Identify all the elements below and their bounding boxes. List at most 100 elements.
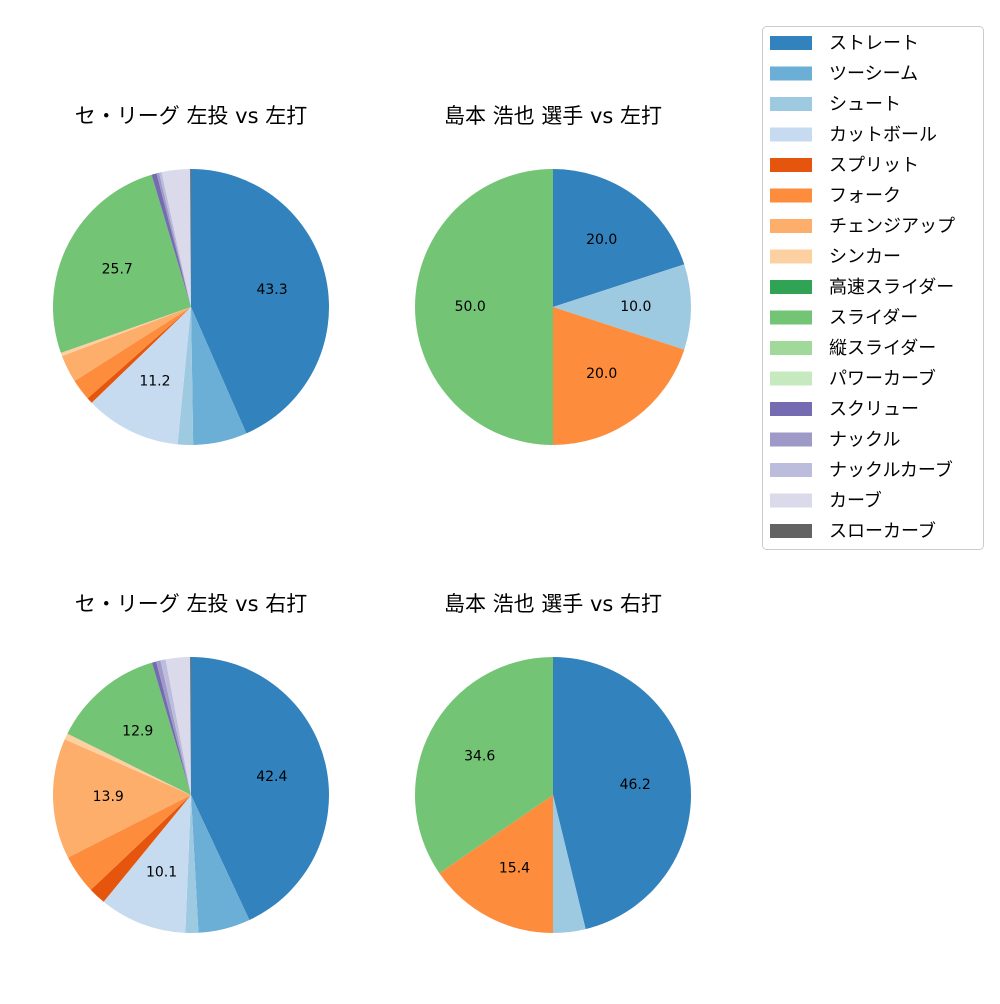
pie-slice [165,657,191,795]
legend-item: スクリュー [770,399,919,420]
pie-slice [191,169,329,434]
pie-slice [553,657,692,930]
pie-slice [191,657,330,921]
pie-slice [156,660,191,795]
legend-swatch [770,371,812,386]
legend-swatch [770,97,812,111]
legend-item: 高速スライダー [770,277,954,298]
legend-swatch [770,219,812,233]
pie-slice [87,307,191,403]
pie-slice [553,264,691,350]
pie-slice [64,733,191,795]
pie-chart-2: 島本 浩也 選手 vs 左打 20.0 10.0 20.0 50.0 [415,104,691,445]
pie-slice [156,172,191,307]
legend-item: シンカー [770,247,901,268]
pie-slice [161,169,191,307]
pie-slice [52,174,191,353]
pie-slice [62,307,191,381]
legend-label: ストレート [829,33,919,54]
legend-swatch [770,463,812,477]
slice-value-label: 50.0 [455,299,486,315]
legend-label: スライダー [829,308,918,329]
legend-item: スライダー [770,308,918,329]
legend-swatch [770,36,812,50]
legend-label: 縦スライダー [829,338,936,359]
slice-value-label: 25.7 [102,261,133,277]
slice-value-label: 10.1 [146,864,177,880]
pie-slice [191,307,247,445]
legend-frame [762,26,984,550]
pie-slice [74,307,191,399]
slice-value-label: 46.2 [620,777,651,793]
legend-label: パワーカーブ [829,368,936,390]
chart-title: セ・リーグ 左投 vs 右打 [75,592,307,616]
pie-slice [415,169,553,445]
slice-value-label: 15.4 [499,860,530,876]
pie-slice [67,662,191,795]
legend-item: スプリット [770,155,919,176]
pie-slice [103,795,191,933]
pie-slice [151,173,191,307]
slice-value-label: 13.9 [93,789,124,805]
slice-value-label: 10.0 [620,299,651,315]
legend-label: チェンジアップ [829,216,955,237]
legend-label: ツーシーム [829,64,918,85]
pie-slice [190,657,191,795]
legend-label: カーブ [829,490,882,512]
pie-slice [414,657,553,874]
slice-value-label: 43.3 [256,282,287,298]
legend-item: ツーシーム [770,64,918,85]
legend: ストレートツーシームシュートカットボールスプリットフォークチェンジアップシンカー… [762,26,984,550]
legend-item: スローカーブ [770,520,936,542]
pie-slice [439,795,553,933]
legend-swatch [770,524,812,538]
legend-label: ナックル [829,430,900,451]
legend-label: スローカーブ [829,520,936,542]
legend-item: カットボール [770,125,937,146]
legend-item: 縦スライダー [770,338,936,359]
legend-item: ストレート [770,33,919,54]
slice-value-label: 42.4 [256,769,287,785]
legend-label: カットボール [829,125,937,146]
pie-slice [159,172,191,307]
legend-label: スプリット [829,155,919,176]
legend-swatch [770,432,812,447]
legend-swatch [770,341,812,355]
legend-item: パワーカーブ [770,368,936,390]
pie-slice [191,795,250,933]
pie-slice [190,169,191,307]
chart-title: 島本 浩也 選手 vs 左打 [444,104,662,128]
pie-slice [553,307,685,445]
legend-swatch [770,127,812,142]
pie-slice [91,307,191,445]
pie-slice [553,795,586,933]
pie-slice [185,795,199,933]
pie-slice [553,169,685,307]
slice-value-label: 12.9 [122,724,153,740]
pie-slice [60,307,191,357]
legend-swatch [770,310,812,325]
legend-swatch [770,188,812,203]
slice-value-label: 20.0 [586,366,617,382]
legend-item: シュート [770,94,901,115]
legend-swatch [770,280,812,294]
pie-chart-3: セ・リーグ 左投 vs 右打 42.4 10.1 13.9 12.9 [53,592,330,933]
legend-swatch [770,493,812,508]
pie-charts: セ・リーグ 左投 vs 左打 43.3 11.2 25.7 島本 浩也 選手 vs 左打… [52,104,692,933]
legend-swatch [770,402,812,416]
pie-chart-1: セ・リーグ 左投 vs 左打 43.3 11.2 25.7 [52,104,329,445]
chart-title: セ・リーグ 左投 vs 左打 [75,104,307,128]
legend-item: ナックル [770,430,900,451]
legend-swatch [770,158,812,172]
legend-item: ナックルカーブ [770,459,953,481]
legend-label: シンカー [829,247,901,268]
legend-swatch [770,66,812,81]
slice-value-label: 20.0 [586,232,617,248]
legend-label: ナックルカーブ [829,459,953,481]
chart-title: 島本 浩也 選手 vs 右打 [444,592,662,616]
pie-slice [151,661,191,795]
pie-slice [160,659,191,795]
legend-swatch [770,249,812,264]
legend-label: フォーク [829,186,901,207]
legend-item: カーブ [770,490,882,512]
